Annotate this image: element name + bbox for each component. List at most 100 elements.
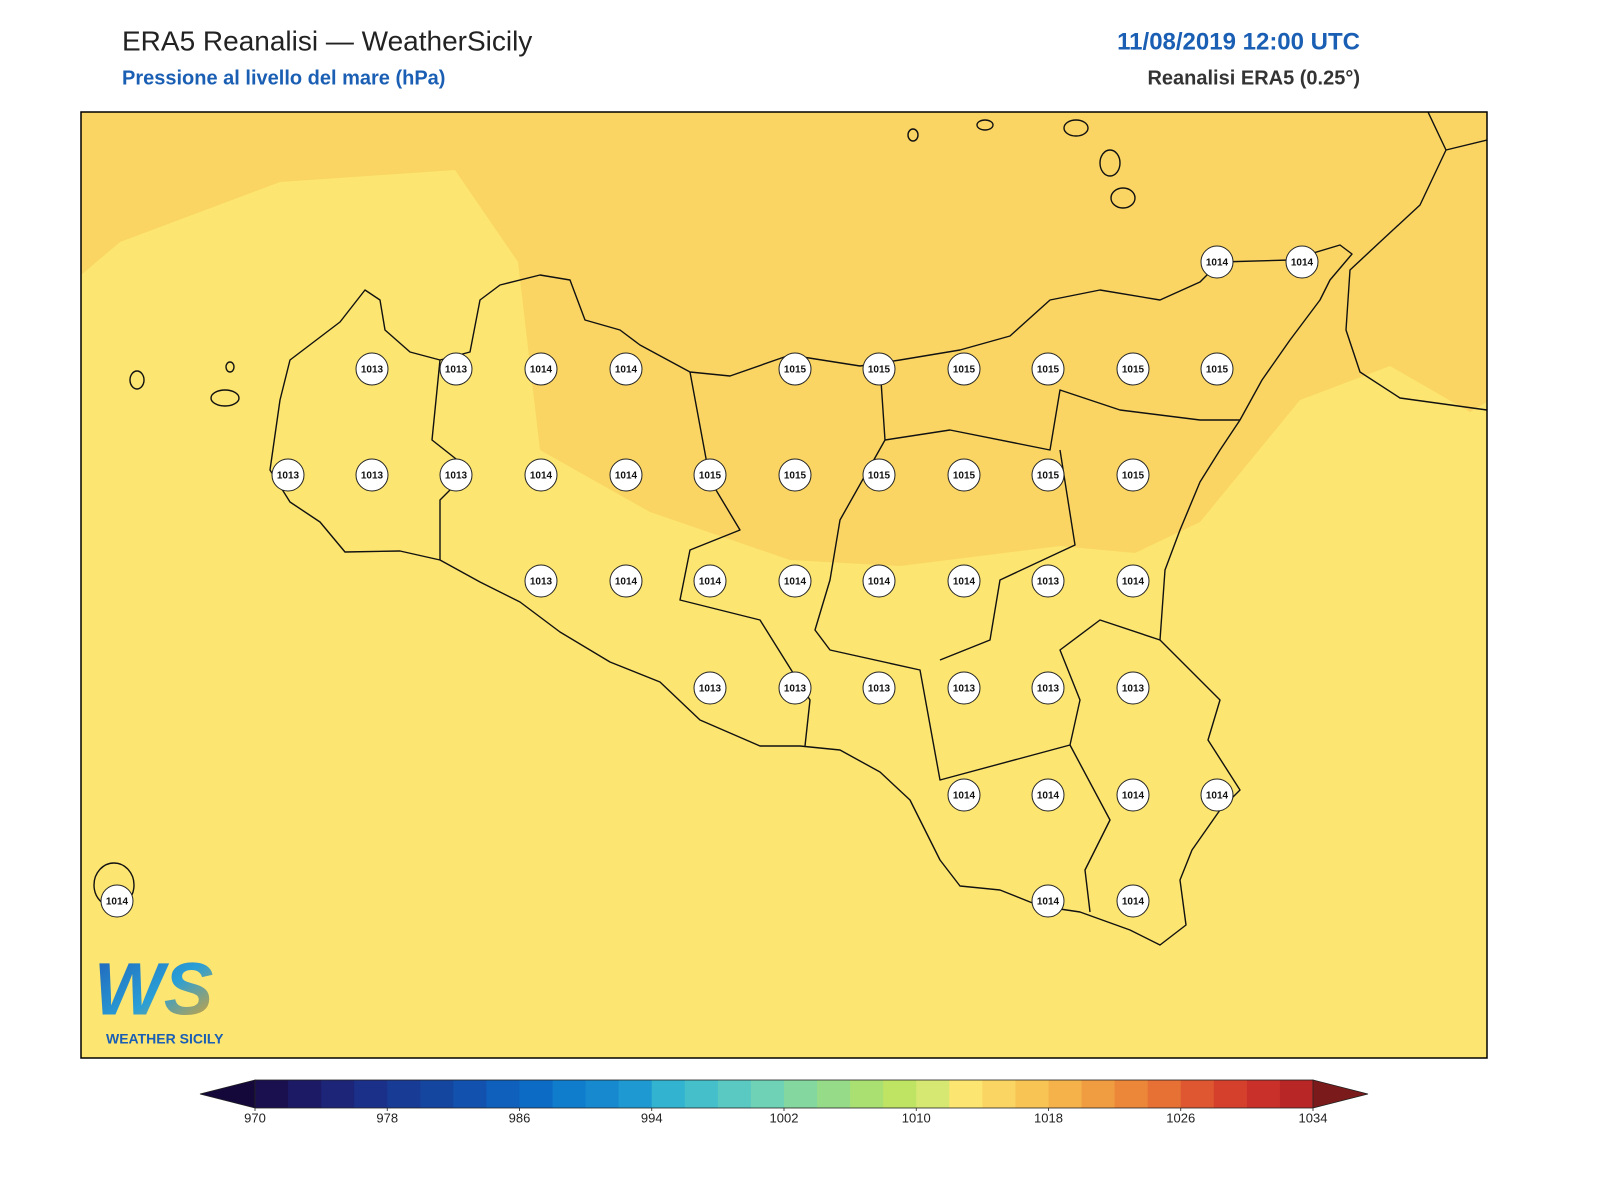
colorbar-bin: [255, 1080, 289, 1108]
station-marker: [947, 352, 981, 386]
station-value: 1015: [953, 365, 976, 376]
station-value: 1015: [868, 365, 891, 376]
source: Reanalisi ERA5 (0.25°): [1147, 67, 1360, 89]
colorbar-bin: [850, 1080, 884, 1108]
station-value: 1014: [1037, 897, 1060, 908]
colorbar-under: [199, 1079, 256, 1109]
station-marker: [1116, 778, 1150, 812]
station-marker: [439, 352, 473, 386]
colorbar-bin: [916, 1080, 950, 1108]
colorbar-bin: [684, 1080, 719, 1108]
station-marker: [1116, 564, 1150, 598]
station-value: 1014: [868, 577, 891, 588]
colorbar-tick-label: 1002: [770, 1110, 799, 1125]
colorbar-bin: [1147, 1080, 1182, 1108]
station-value: 1014: [530, 471, 553, 482]
province-borders: [814, 365, 1161, 781]
station-value: 1013: [784, 684, 807, 695]
station-marker: [693, 564, 727, 598]
station-value: 1014: [1122, 577, 1145, 588]
station-marker: [1031, 778, 1065, 812]
logo-text: WEATHER SICILY: [106, 1031, 224, 1047]
station-marker: [1116, 671, 1150, 705]
colorbar-bin: [387, 1080, 421, 1108]
colorbar-bin: [1081, 1080, 1116, 1108]
map-frame: [80, 111, 1488, 1059]
station-value: 1015: [1206, 365, 1229, 376]
colorbar-tick-label: 970: [244, 1110, 266, 1125]
station-marker: [1200, 352, 1234, 386]
station-marker: [1200, 778, 1234, 812]
station-marker: [1200, 245, 1234, 279]
colorbar-bin: [288, 1080, 322, 1108]
colorbar-bin: [717, 1080, 752, 1108]
station-value: 1014: [1291, 258, 1314, 269]
station-marker: [524, 352, 558, 386]
colorbar-bin: [883, 1080, 917, 1108]
station-value: 1014: [953, 791, 976, 802]
station-marker: [355, 352, 389, 386]
stations: 1014 1014 1013 1013 1014 1014 1015 1015 1015 1015…: [100, 245, 1319, 918]
colorbar-bin: [321, 1080, 355, 1108]
station-marker: [1116, 884, 1150, 918]
station-value: 1015: [1037, 365, 1060, 376]
station-value: 1015: [784, 365, 807, 376]
calabria-coast-north: [1445, 139, 1487, 151]
station-value: 1014: [1122, 897, 1145, 908]
colorbar-bin: [982, 1080, 1016, 1108]
station-marker: [355, 458, 389, 492]
station-marker: [862, 458, 896, 492]
station-value: 1013: [868, 684, 891, 695]
logo-mark: WS: [94, 948, 213, 1031]
colorbar-bin: [750, 1080, 785, 1108]
station-marker: [862, 671, 896, 705]
pressure-zone: [81, 112, 1487, 566]
station-marker: [100, 884, 134, 918]
colorbar-bin: [949, 1080, 983, 1108]
station-value: 1014: [1037, 791, 1060, 802]
station-value: 1015: [953, 471, 976, 482]
province-borders: [884, 389, 1240, 451]
station-marker: [693, 671, 727, 705]
station-value: 1014: [1122, 791, 1145, 802]
station-value: 1014: [1206, 258, 1229, 269]
colorbar: 970 978 986 994 1002 1010 1018 1026 1034: [199, 1079, 1369, 1125]
station-marker: [1116, 352, 1150, 386]
sicily-coast: [269, 244, 1353, 946]
colorbar-tick-label: 1026: [1166, 1110, 1195, 1125]
colorbar-tick-label: 1034: [1299, 1110, 1328, 1125]
station-value: 1013: [953, 684, 976, 695]
logo: WS WEATHER SICILY: [94, 948, 224, 1047]
station-marker: [609, 564, 643, 598]
colorbar-bin: [784, 1080, 818, 1108]
colorbar-bin: [1114, 1080, 1149, 1108]
station-value: 1013: [277, 471, 300, 482]
station-marker: [947, 671, 981, 705]
colorbar-bin: [420, 1080, 454, 1108]
station-value: 1013: [1037, 684, 1060, 695]
station-value: 1014: [615, 365, 638, 376]
station-marker: [1031, 564, 1065, 598]
station-marker: [1031, 352, 1065, 386]
colorbar-bin: [651, 1080, 686, 1108]
station-value: 1014: [615, 577, 638, 588]
station-value: 1015: [784, 471, 807, 482]
station-value: 1014: [1206, 791, 1229, 802]
station-value: 1015: [868, 471, 891, 482]
province-borders: [939, 449, 1076, 661]
colorbar-bin: [1213, 1080, 1248, 1108]
station-value: 1014: [784, 577, 807, 588]
colorbar-tick-label: 978: [376, 1110, 398, 1125]
station-marker: [947, 564, 981, 598]
station-marker: [1116, 458, 1150, 492]
station-marker: [609, 458, 643, 492]
station-value: 1013: [699, 684, 722, 695]
station-marker: [947, 458, 981, 492]
colorbar-bin: [585, 1080, 620, 1108]
station-value: 1013: [530, 577, 553, 588]
station-marker: [862, 352, 896, 386]
station-marker: [524, 564, 558, 598]
station-marker: [862, 564, 896, 598]
station-marker: [778, 671, 812, 705]
colorbar-bin: [817, 1080, 851, 1108]
